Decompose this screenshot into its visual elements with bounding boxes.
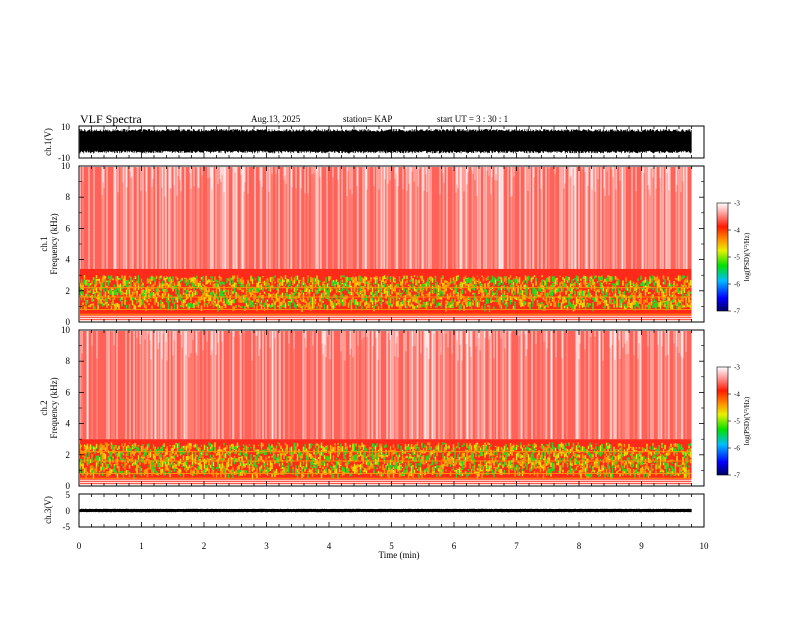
time-axis-tick-labels: 0 1 2 3 4 5 6 7 8 9 10 <box>77 541 709 551</box>
time-tick-label: 9 <box>639 541 644 551</box>
spectrogram-streaks <box>80 167 692 269</box>
freq-tick-label: 10 <box>61 161 71 171</box>
spectrogram-bottom-strip <box>80 315 692 321</box>
spectrogram-streaks <box>87 331 683 447</box>
colorbar-tick-label: -5 <box>734 418 740 426</box>
waveform-trace-path <box>79 128 692 154</box>
ch3-ytick-mid: 0 <box>66 506 71 516</box>
time-tick-label: 6 <box>452 541 457 551</box>
colorbar-tick-label: -5 <box>734 254 740 262</box>
colorbar-tick-label: -4 <box>734 391 740 399</box>
time-tick-label: 0 <box>77 541 82 551</box>
freq-tick-label: 2 <box>66 286 71 296</box>
ch1-ylabel: ch.1(V) <box>43 128 53 156</box>
ch2-freq-ylabel: Frequency (kHz) <box>49 377 59 438</box>
colorbar-tick-label: -7 <box>734 472 740 480</box>
time-tick-label: 8 <box>577 541 582 551</box>
freq-tick-label: 2 <box>66 450 71 460</box>
colorbar-tick-label: -4 <box>734 227 740 235</box>
ch3-ytick-top: 5 <box>66 490 71 500</box>
freq-tick-label: 6 <box>66 387 71 397</box>
station-label: station= KAP <box>343 114 392 124</box>
date-label: Aug.13, 2025 <box>251 114 301 124</box>
ch1-colorbar-label: log(PSD)(V²/Hz) <box>743 232 751 281</box>
time-tick-label: 5 <box>389 541 394 551</box>
time-tick-label: 7 <box>514 541 519 551</box>
waveform-trace-path <box>79 508 692 513</box>
ch2-spectrogram-panel: 0 2 4 6 8 10 ch.2 Frequency (kHz) -3 -4 -5 -6 -7 … <box>39 325 751 491</box>
ch1-spectrogram-image <box>79 167 692 321</box>
figure-title: VLF Spectra <box>80 112 142 126</box>
freq-tick-label: 0 <box>66 317 71 327</box>
spectrogram-streaks <box>82 167 684 269</box>
spectrogram-bottom-strip <box>80 479 692 485</box>
time-axis-label: Time (min) <box>379 550 420 560</box>
spectrogram-streaks <box>81 331 687 440</box>
ch3-waveform-trace <box>79 508 692 513</box>
ch3-waveform-panel: 5 0 -5 ch.3(V) <box>43 490 705 532</box>
ch1-waveform-panel: 10 -10 ch.1(V) <box>43 122 705 163</box>
time-tick-label: 2 <box>202 541 207 551</box>
spectrogram-streaks <box>79 167 685 277</box>
spectrogram-streaks <box>80 331 692 440</box>
colorbar-tick-label: -6 <box>734 281 740 289</box>
time-tick-label: 1 <box>139 541 144 551</box>
ch1-colorbar: -3 -4 -5 -6 -7 log(PSD)(V²/Hz) <box>716 200 751 316</box>
freq-tick-label: 10 <box>61 325 71 335</box>
freq-tick-label: 8 <box>66 356 71 366</box>
freq-tick-label: 0 <box>66 481 71 491</box>
ch3-ytick-bottom: -5 <box>63 522 71 532</box>
ch1-ytick-bottom: -10 <box>58 153 70 163</box>
freq-tick-label: 6 <box>66 223 71 233</box>
freq-tick-label: 4 <box>66 255 71 265</box>
ch1-ytick-top: 10 <box>61 122 71 132</box>
ch2-panel-label: ch.2 <box>39 400 49 415</box>
ch1-spectrogram-panel: 0 2 4 6 8 10 ch.1 Frequency (kHz) -3 -4 -5 -6 -7 … <box>39 161 751 327</box>
ch1-panel-label: ch.1 <box>39 236 49 251</box>
ch2-colorbar: -3 -4 -5 -6 -7 log(PSD)(V²/Hz) <box>716 364 751 480</box>
colorbar-tick-label: -7 <box>734 308 740 316</box>
time-tick-label: 4 <box>327 541 332 551</box>
colorbar-tick-label: -3 <box>734 364 740 372</box>
ch2-colorbar-label: log(PSD)(V²/Hz) <box>743 396 751 445</box>
time-tick-label: 10 <box>700 541 710 551</box>
colorbar-tick-label: -3 <box>734 200 740 208</box>
start-time-label: start UT = 3 : 30 : 1 <box>437 114 508 124</box>
freq-tick-label: 4 <box>66 419 71 429</box>
ch1-waveform-trace <box>79 128 692 154</box>
colorbar-tick-label: -6 <box>734 445 740 453</box>
ch1-freq-ylabel: Frequency (kHz) <box>49 213 59 274</box>
time-tick-label: 3 <box>264 541 269 551</box>
ch2-spectrogram-image <box>79 331 692 485</box>
ch3-ylabel: ch.3(V) <box>43 496 53 524</box>
freq-tick-label: 8 <box>66 192 71 202</box>
